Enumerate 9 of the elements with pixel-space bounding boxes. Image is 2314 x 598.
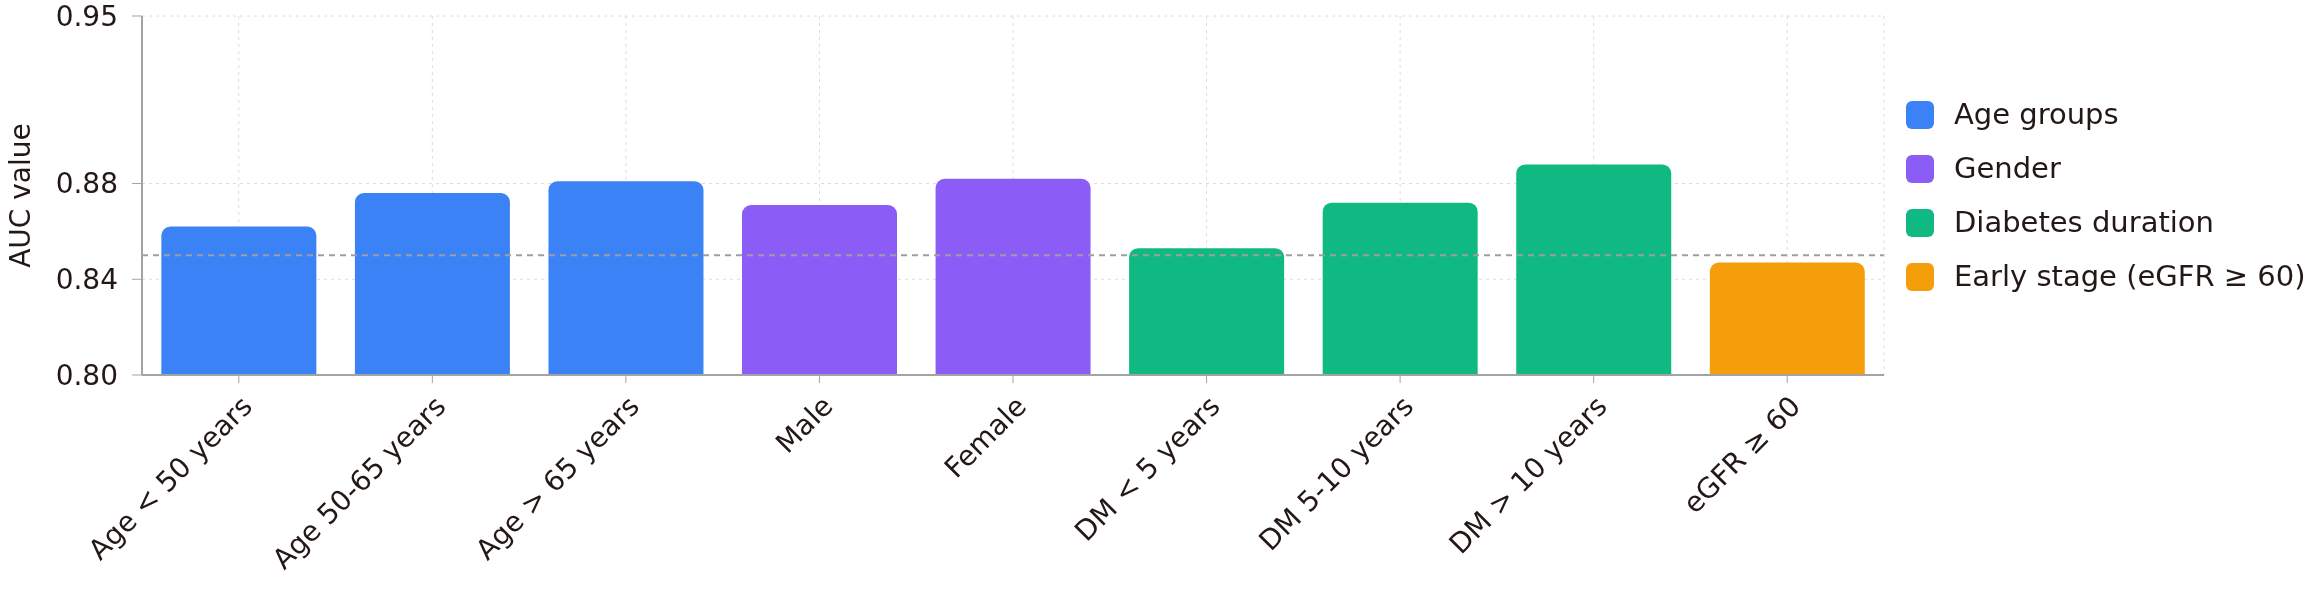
y-tick-label: 0.80 [55, 358, 118, 392]
legend-label: Diabetes duration [1954, 205, 2214, 239]
y-axis-title: AUC value [3, 123, 37, 268]
legend-label: Early stage (eGFR ≥ 60) [1954, 259, 2306, 293]
y-tick-label: 0.84 [55, 263, 118, 297]
legend-label: Gender [1954, 151, 2061, 185]
y-tick-label: 0.88 [55, 167, 118, 201]
legend-label: Age groups [1954, 97, 2119, 131]
y-tick-label: 0.95 [55, 0, 118, 33]
